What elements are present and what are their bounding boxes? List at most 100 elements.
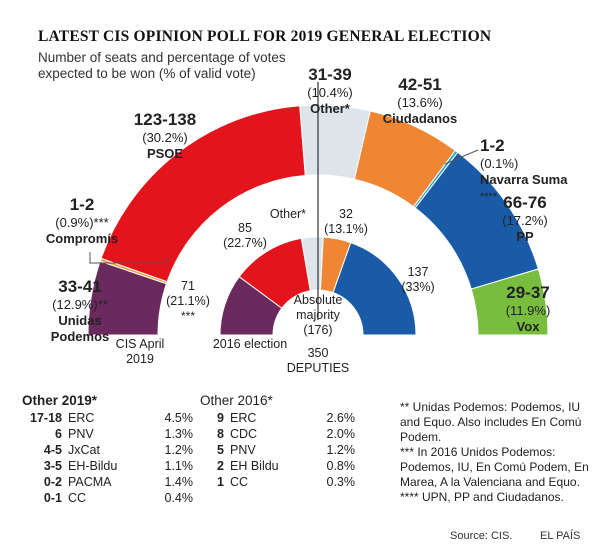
chart-subtitle: Number of seats and percentage of votes …: [38, 50, 338, 82]
inner-pct-psoe: (22.7%): [223, 236, 267, 250]
footnotes: ** Unidas Podemos: Podemos, IU and Equo.…: [400, 400, 590, 505]
subtitle-line-2: expected to be won (% of valid vote): [38, 66, 256, 81]
label-navarra-suma-1: Navarra Suma: [480, 172, 568, 187]
seats-ciudadanos: 42-51: [398, 75, 441, 94]
seats-unidas-podemos: 33-41: [58, 277, 101, 296]
inner-seats-unidas-podemos: 71: [181, 279, 195, 293]
pct-vox: (11.9%): [506, 303, 551, 318]
deputies-label: DEPUTIES: [287, 361, 350, 375]
pct: 1.2%: [326, 443, 356, 457]
footnote: *** In 2016 Unidos Podemos: Podemos, IU,…: [400, 445, 589, 489]
pct: 1.1%: [164, 459, 194, 473]
table-row: 6 PNV 1.3%: [22, 426, 193, 442]
other-2016-table: Other 2016* 9 ERC 2.6% 8 CDC 2.0% 5 PNV 1.2% 2…: [200, 393, 355, 490]
party: EH-Bildu: [68, 459, 118, 473]
seats-psoe: 123-138: [134, 110, 196, 129]
absolute-majority-line-1: Absolute: [294, 293, 343, 307]
pct-unidas-podemos: (12.9%)**: [52, 297, 108, 312]
inner-label-other: Other*: [270, 207, 306, 221]
outer-ring-labels: 33-41(12.9%)**UnidasPodemos1-2(0.9%)***C…: [46, 65, 568, 344]
party: ERC: [68, 411, 95, 425]
pct-psoe: (30.2%): [142, 130, 188, 145]
footnote: **** UPN, PP and Ciudadanos.: [400, 490, 564, 504]
source-credit: Source: CIS.: [450, 530, 513, 542]
deputies-count: 350: [308, 346, 329, 360]
seats-navarra-suma: 1-2: [480, 136, 505, 155]
inner-ring-labels: 71(21.1%)*** 85(22.7%) Other* 32(13.1%) 137(…: [166, 207, 435, 323]
label-navarra-suma-2: ****: [480, 191, 498, 203]
seats-other: 31-39: [308, 65, 351, 84]
seats-pp: 66-76: [503, 193, 546, 212]
segment-pp: [332, 242, 417, 336]
cis-april-label-line-1: CIS April: [116, 337, 165, 351]
cis-april-label-line-2: 2019: [126, 352, 154, 366]
pct: 2.0%: [326, 427, 356, 441]
seats: 9: [217, 411, 224, 425]
pct: 1.3%: [164, 427, 194, 441]
table-row: 0-2 PACMA 1.4%: [22, 474, 193, 490]
seats: 3-5: [43, 459, 62, 473]
other-2019-header: Other 2019*: [22, 393, 98, 408]
pct-comprom-s: (0.9%)***: [55, 215, 108, 230]
party: PACMA: [68, 475, 112, 489]
label-unidas-podemos-2: Podemos: [51, 329, 110, 344]
inner-seats-ciudadanos: 32: [339, 207, 353, 221]
seats: 17-18: [30, 411, 62, 425]
seats: 2: [217, 459, 224, 473]
absolute-majority-line-3: (176): [303, 323, 332, 337]
pct-pp: (17.2%): [502, 213, 548, 228]
segment-vox: [470, 268, 549, 336]
pct: 0.4%: [164, 491, 194, 505]
absolute-majority-line-2: majority: [296, 308, 341, 322]
pct: 1.2%: [164, 443, 194, 457]
table-row: 0-1 CC 0.4%: [22, 490, 193, 506]
footnote: ** Unidas Podemos: Podemos, IU and Equo.…: [400, 400, 582, 444]
table-row: 2 EH Bildu 0.8%: [200, 458, 355, 474]
label-other: Other*: [310, 101, 351, 116]
seats: 1: [217, 475, 224, 489]
compromis-leader-line: [89, 252, 169, 264]
pct: 1.4%: [164, 475, 194, 489]
table-row: 4-5 JxCat 1.2%: [22, 442, 193, 458]
inner-seats-psoe: 85: [238, 221, 252, 235]
pct-navarra-suma: (0.1%): [480, 156, 518, 171]
table-row: 1 CC 0.3%: [200, 474, 355, 490]
pct: 4.5%: [164, 411, 194, 425]
party: PNV: [230, 443, 256, 457]
seats: 4-5: [43, 443, 62, 457]
pct-other: (10.4%): [307, 85, 353, 100]
inner-label-unidas-podemos: ***: [181, 309, 195, 323]
seats: 0-1: [43, 491, 62, 505]
label-psoe: PSOE: [147, 146, 183, 161]
hemicycle-chart: 33-41(12.9%)**UnidasPodemos1-2(0.9%)***C…: [46, 65, 568, 375]
table-row: 8 CDC 2.0%: [200, 426, 355, 442]
party: ERC: [230, 411, 257, 425]
seats: 8: [217, 427, 224, 441]
other-2019-table: Other 2019* 17-18 ERC 4.5% 6 PNV 1.3% 4-5 JxC…: [22, 393, 193, 506]
election-2016-label: 2016 election: [213, 337, 287, 351]
inner-pct-unidas-podemos: (21.1%): [166, 294, 210, 308]
table-row: 17-18 ERC 4.5%: [22, 410, 193, 426]
party: EH Bildu: [230, 459, 279, 473]
inner-seats-pp: 137: [408, 265, 429, 279]
party: CDC: [230, 427, 258, 441]
table-row: 9 ERC 2.6%: [200, 410, 355, 426]
center-labels: Absolute majority (176) 350 DEPUTIES CIS…: [116, 293, 350, 375]
seats: 6: [55, 427, 62, 441]
pct: 0.3%: [326, 475, 356, 489]
seats: 5: [217, 443, 224, 457]
label-ciudadanos: Ciudadanos: [383, 111, 457, 126]
seats-comprom-s: 1-2: [70, 195, 95, 214]
outer-ring-2019: [87, 104, 549, 336]
label-unidas-podemos-1: Unidas: [58, 313, 101, 328]
label-pp: PP: [516, 229, 534, 244]
subtitle-line-1: Number of seats and percentage of votes: [38, 50, 286, 65]
publisher-credit: EL PAÍS: [540, 530, 581, 542]
pct: 2.6%: [326, 411, 356, 425]
pct: 0.8%: [326, 459, 356, 473]
table-row: 3-5 EH-Bildu 1.1%: [22, 458, 193, 474]
pct-ciudadanos: (13.6%): [397, 95, 443, 110]
seats-vox: 29-37: [506, 283, 549, 302]
party: CC: [230, 475, 249, 489]
party: PNV: [68, 427, 94, 441]
